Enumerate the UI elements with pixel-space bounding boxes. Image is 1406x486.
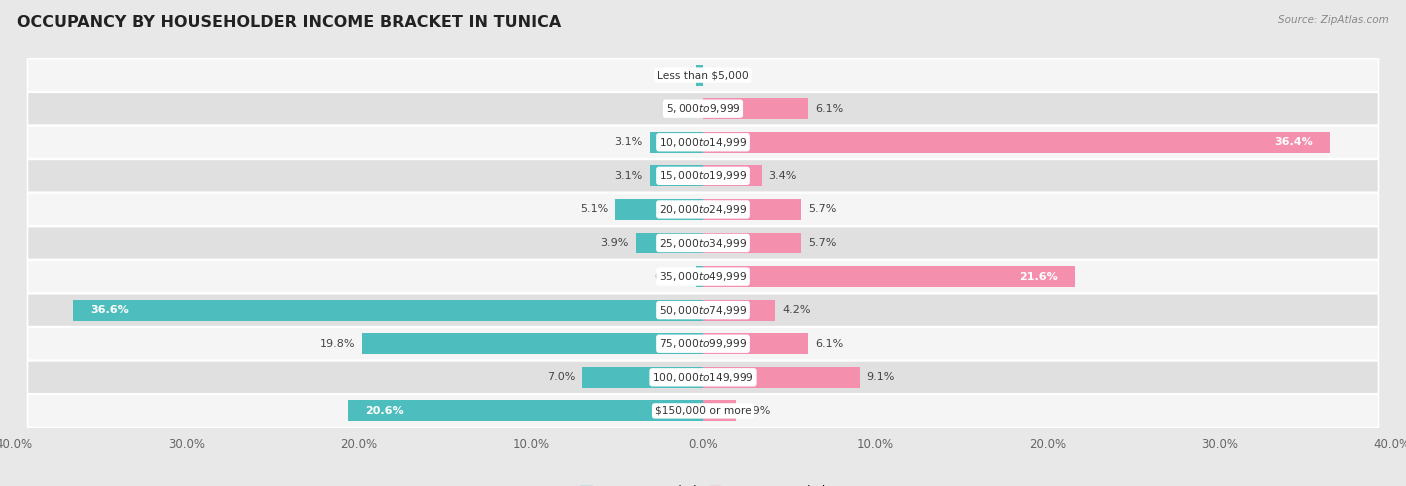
Text: $150,000 or more: $150,000 or more [655, 406, 751, 416]
Text: 19.8%: 19.8% [319, 339, 356, 349]
Bar [696, 266, 703, 287]
Text: $5,000 to $9,999: $5,000 to $9,999 [665, 102, 741, 115]
Text: 0.0%: 0.0% [668, 104, 696, 114]
Bar [703, 367, 859, 388]
Bar [703, 233, 801, 253]
FancyBboxPatch shape [28, 260, 1378, 293]
Text: 5.7%: 5.7% [808, 205, 837, 214]
Text: $75,000 to $99,999: $75,000 to $99,999 [659, 337, 747, 350]
Bar [349, 400, 703, 421]
Text: 0.39%: 0.39% [654, 272, 689, 281]
Bar [703, 98, 808, 119]
Bar [582, 367, 703, 388]
Bar [703, 333, 808, 354]
Text: 9.1%: 9.1% [866, 372, 896, 382]
FancyBboxPatch shape [28, 361, 1378, 394]
Bar [361, 333, 703, 354]
FancyBboxPatch shape [28, 159, 1378, 192]
Text: $15,000 to $19,999: $15,000 to $19,999 [659, 169, 747, 182]
Text: 0.0%: 0.0% [710, 70, 738, 80]
Text: 5.7%: 5.7% [808, 238, 837, 248]
Bar [650, 165, 703, 186]
Text: 3.1%: 3.1% [614, 171, 643, 181]
FancyBboxPatch shape [28, 126, 1378, 159]
FancyBboxPatch shape [28, 395, 1378, 427]
Text: 0.39%: 0.39% [654, 70, 689, 80]
Bar [73, 300, 703, 321]
Text: 3.1%: 3.1% [614, 137, 643, 147]
Text: 7.0%: 7.0% [547, 372, 575, 382]
Text: 3.4%: 3.4% [769, 171, 797, 181]
FancyBboxPatch shape [28, 226, 1378, 260]
Text: 36.4%: 36.4% [1274, 137, 1313, 147]
Text: 1.9%: 1.9% [742, 406, 770, 416]
Bar [703, 165, 762, 186]
FancyBboxPatch shape [28, 327, 1378, 360]
Text: 6.1%: 6.1% [815, 104, 844, 114]
Bar [703, 300, 775, 321]
Text: Source: ZipAtlas.com: Source: ZipAtlas.com [1278, 15, 1389, 25]
FancyBboxPatch shape [28, 193, 1378, 226]
Text: 21.6%: 21.6% [1019, 272, 1057, 281]
Bar [703, 266, 1076, 287]
Bar [703, 199, 801, 220]
Text: 6.1%: 6.1% [815, 339, 844, 349]
Text: $35,000 to $49,999: $35,000 to $49,999 [659, 270, 747, 283]
Text: Less than $5,000: Less than $5,000 [657, 70, 749, 80]
Text: OCCUPANCY BY HOUSEHOLDER INCOME BRACKET IN TUNICA: OCCUPANCY BY HOUSEHOLDER INCOME BRACKET … [17, 15, 561, 30]
Text: 36.6%: 36.6% [90, 305, 128, 315]
Bar [616, 199, 703, 220]
Legend: Owner-occupied, Renter-occupied: Owner-occupied, Renter-occupied [575, 481, 831, 486]
FancyBboxPatch shape [28, 59, 1378, 91]
Text: 20.6%: 20.6% [366, 406, 404, 416]
Text: $25,000 to $34,999: $25,000 to $34,999 [659, 237, 747, 249]
Bar [650, 132, 703, 153]
Bar [636, 233, 703, 253]
Text: $50,000 to $74,999: $50,000 to $74,999 [659, 304, 747, 317]
Text: $100,000 to $149,999: $100,000 to $149,999 [652, 371, 754, 384]
Text: $20,000 to $24,999: $20,000 to $24,999 [659, 203, 747, 216]
Text: 3.9%: 3.9% [600, 238, 628, 248]
Text: 5.1%: 5.1% [581, 205, 609, 214]
Bar [703, 132, 1330, 153]
Bar [703, 400, 735, 421]
FancyBboxPatch shape [28, 294, 1378, 327]
Bar [696, 65, 703, 86]
Text: 4.2%: 4.2% [782, 305, 811, 315]
FancyBboxPatch shape [28, 92, 1378, 125]
Text: $10,000 to $14,999: $10,000 to $14,999 [659, 136, 747, 149]
